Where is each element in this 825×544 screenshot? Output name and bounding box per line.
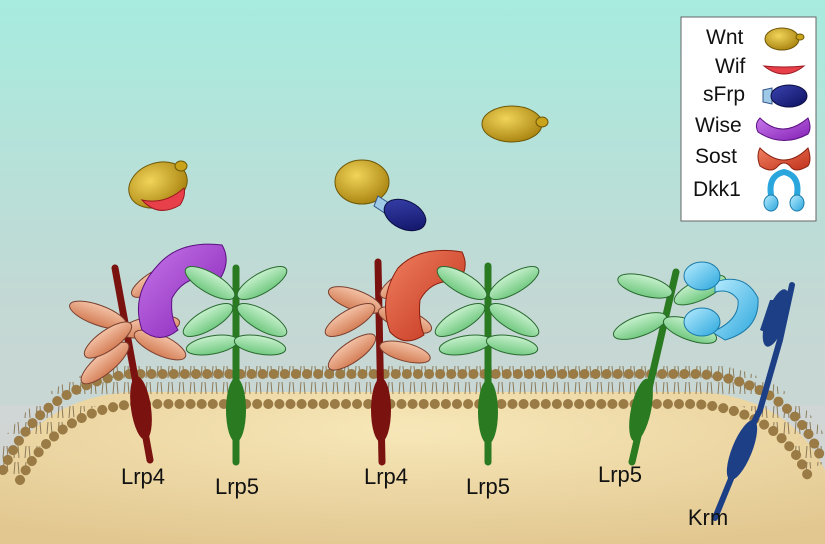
label-lrp4-a: Lrp4 <box>121 464 165 489</box>
label-krm: Krm <box>688 505 728 530</box>
sost-icon <box>757 147 811 171</box>
wnt-ligand-icon <box>764 27 805 51</box>
label-lrp5-b: Lrp5 <box>466 474 510 499</box>
wnt-wif-complex <box>128 160 188 211</box>
legend-label-wise: Wise <box>695 114 742 137</box>
krm-receptor <box>712 282 795 521</box>
legend-label-wnt: Wnt <box>706 26 744 49</box>
lrp5-receptor-b <box>434 262 540 466</box>
lrp5-receptor-a <box>182 264 288 466</box>
dkk1-icon <box>763 168 805 212</box>
cell-membrane <box>0 363 825 544</box>
wnt-ligand-free <box>481 105 549 143</box>
legend-label-sost: Sost <box>695 145 737 168</box>
label-lrp5-a: Lrp5 <box>215 474 259 499</box>
label-lrp4-b: Lrp4 <box>364 464 408 489</box>
sfrp-icon <box>762 84 808 108</box>
legend-label-wif: Wif <box>715 55 745 78</box>
wise-protein-bound <box>137 243 227 338</box>
legend-label-sfrp: sFrp <box>703 83 745 106</box>
label-lrp5-c: Lrp5 <box>598 462 642 487</box>
legend-label-dkk1: Dkk1 <box>693 178 741 201</box>
wnt-sfrp-complex <box>334 159 427 232</box>
wif-icon <box>762 65 806 75</box>
legend: Wnt Wif sFrp Wise Sost Dkk1 <box>680 16 817 222</box>
wise-icon <box>755 117 811 141</box>
dkk1-protein-bound <box>683 261 759 341</box>
